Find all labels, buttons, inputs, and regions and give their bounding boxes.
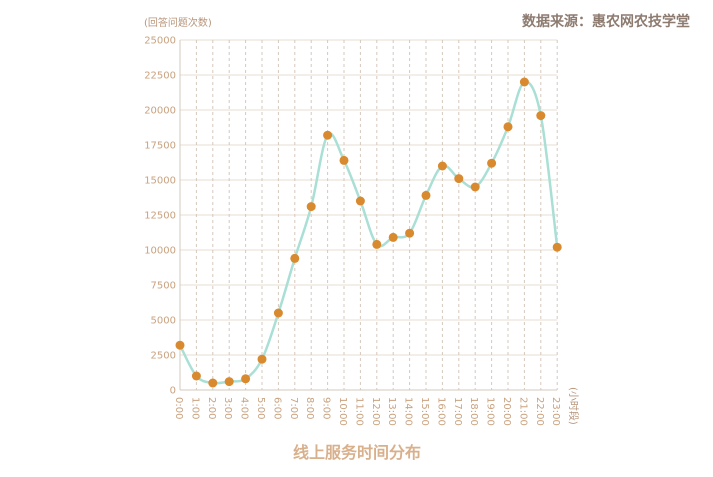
data-point <box>454 174 464 184</box>
y-tick-label: 10000 <box>144 246 176 257</box>
data-point <box>339 155 349 165</box>
data-point <box>273 308 283 318</box>
data-point <box>208 378 218 388</box>
series-line <box>178 80 559 385</box>
x-tick-label: 6:00 <box>271 397 282 419</box>
y-tick-label: 5000 <box>151 316 176 327</box>
y-tick-label: 20000 <box>144 106 176 117</box>
x-axis-label: (小时段) <box>567 387 580 425</box>
x-tick-label: 12:00 <box>370 397 381 426</box>
x-tick-label: 17:00 <box>452 397 463 426</box>
grid-layer <box>180 39 558 390</box>
y-tick-label: 15000 <box>144 176 176 187</box>
y-tick-label: 0 <box>170 386 176 397</box>
x-tick-label: 3:00 <box>222 397 233 419</box>
y-tick-label: 17500 <box>144 141 176 152</box>
x-tick-label: 15:00 <box>419 397 430 426</box>
chart-title: 线上服务时间分布 <box>293 443 421 462</box>
x-tick-label: 16:00 <box>435 397 446 426</box>
data-point <box>388 232 398 242</box>
data-source: 数据来源：惠农网农技学堂 <box>522 13 690 30</box>
data-point <box>372 239 382 249</box>
y-tick-label: 22500 <box>144 71 176 82</box>
y-tick-label: 7500 <box>151 281 176 292</box>
x-tick-label: 5:00 <box>255 397 266 419</box>
data-point <box>175 340 185 350</box>
data-point <box>503 122 513 132</box>
y-tick-label: 2500 <box>151 351 176 362</box>
data-point <box>191 371 201 381</box>
y-tick-label: 12500 <box>144 211 176 222</box>
x-tick-label: 2:00 <box>206 397 217 419</box>
data-point <box>355 196 365 206</box>
data-point <box>487 158 497 168</box>
x-tick-label: 20:00 <box>501 397 512 426</box>
x-tick-label: 10:00 <box>337 397 348 426</box>
x-tick-label: 14:00 <box>403 397 414 426</box>
y-axis-label: (回答问题次数) <box>144 16 212 29</box>
data-point <box>536 111 546 121</box>
x-tick-label: 22:00 <box>534 397 545 426</box>
x-tick-label: 21:00 <box>517 397 528 426</box>
y-tick-label-layer: 0 2500 5000 7500 10000 12500 15000 17500 20000 22… <box>144 36 176 397</box>
data-point-layer <box>175 77 562 388</box>
data-point <box>519 77 529 87</box>
data-point <box>470 182 480 192</box>
x-tick-label: 19:00 <box>485 397 496 426</box>
x-tick-label: 23:00 <box>550 397 561 426</box>
data-point <box>241 374 251 384</box>
data-point <box>257 354 267 364</box>
x-tick-label: 0:00 <box>173 397 184 419</box>
x-tick-label: 13:00 <box>386 397 397 426</box>
x-tick-label: 18:00 <box>468 397 479 426</box>
x-tick-label: 4:00 <box>239 397 250 419</box>
series-line-layer <box>178 80 559 385</box>
data-point <box>405 228 415 238</box>
data-point <box>323 130 333 140</box>
y-tick-label: 25000 <box>144 36 176 47</box>
data-point <box>290 253 300 263</box>
data-point <box>437 161 447 171</box>
x-tick-label: 11:00 <box>353 397 364 426</box>
x-tick-label: 8:00 <box>304 397 315 419</box>
x-tick-label: 1:00 <box>189 397 200 419</box>
x-tick-label-layer: 0:00 1:00 2:00 3:00 4:00 5:00 6:00 7:00 8:00 9:00… <box>173 387 580 426</box>
axis-layer <box>179 40 558 391</box>
data-point <box>306 202 316 212</box>
x-tick-label: 9:00 <box>321 397 332 419</box>
data-point <box>224 377 234 387</box>
data-point <box>552 242 562 252</box>
x-tick-label: 7:00 <box>288 397 299 419</box>
data-point <box>421 190 431 200</box>
